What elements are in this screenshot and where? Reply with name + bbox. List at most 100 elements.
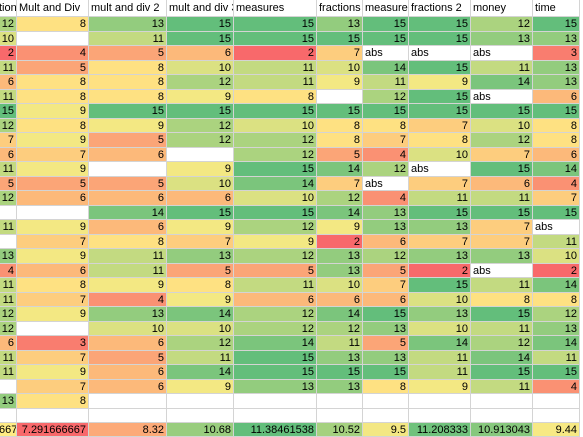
data-cell: 6 (0, 147, 17, 162)
data-cell: 9 (167, 89, 234, 104)
column-header: mult and div 3 (167, 0, 234, 17)
data-cell: 6 (89, 379, 167, 394)
data-cell: 6 (363, 292, 409, 307)
data-cell: 12 (0, 17, 17, 32)
data-cell: 14 (533, 162, 580, 177)
data-cell: 13 (533, 60, 580, 75)
data-cell: 7 (409, 118, 471, 133)
data-cell: 14 (471, 75, 533, 90)
data-cell: 15 (409, 31, 471, 46)
data-cell: 15 (363, 31, 409, 46)
data-cell: 12 (533, 307, 580, 322)
data-cell: 11 (409, 365, 471, 380)
data-cell: 15 (533, 205, 580, 220)
column-header: measures (234, 0, 317, 17)
data-cell (0, 205, 17, 220)
data-cell (409, 408, 471, 423)
data-cell: 13 (317, 379, 363, 394)
data-cell: 15 (167, 31, 234, 46)
data-cell: 14 (317, 162, 363, 177)
data-cell: 12 (234, 249, 317, 264)
data-cell: 11 (471, 278, 533, 293)
data-cell: 10 (89, 321, 167, 336)
column-header: mult and div 2 (89, 0, 167, 17)
data-cell: 9 (167, 220, 234, 235)
data-cell: abs (471, 89, 533, 104)
data-cell: 12 (234, 307, 317, 322)
data-cell: 2 (234, 46, 317, 61)
data-cell: 5 (234, 263, 317, 278)
data-cell: 6 (89, 220, 167, 235)
data-cell: 14 (471, 350, 533, 365)
data-cell: 13 (317, 17, 363, 32)
total-cell: 7.291666667 (17, 423, 89, 437)
total-cell: 9.44 (533, 423, 580, 437)
data-cell: 4 (17, 46, 89, 61)
data-cell: 7 (533, 191, 580, 206)
data-cell: 7 (471, 220, 533, 235)
data-cell (0, 379, 17, 394)
column-header: time (533, 0, 580, 17)
data-cell: 7 (17, 234, 89, 249)
data-cell: 6 (17, 263, 89, 278)
data-cell: 10 (167, 321, 234, 336)
data-cell: 13 (533, 321, 580, 336)
data-cell: 15 (409, 89, 471, 104)
data-cell: 2 (409, 263, 471, 278)
data-cell: 9 (17, 104, 89, 119)
data-cell: 7 (0, 133, 17, 148)
data-cell: 9 (17, 365, 89, 380)
data-cell: 13 (409, 220, 471, 235)
total-cell: 10.68 (167, 423, 234, 437)
data-cell (89, 394, 167, 409)
data-cell: 15 (471, 365, 533, 380)
data-cell: 11 (471, 60, 533, 75)
data-cell: 11 (0, 292, 17, 307)
data-cell: 15 (167, 205, 234, 220)
data-cell: 15 (471, 104, 533, 119)
data-cell: 6 (89, 147, 167, 162)
data-cell: 14 (533, 336, 580, 351)
data-cell: 8 (363, 118, 409, 133)
data-cell: 15 (533, 17, 580, 32)
data-cell: 13 (0, 249, 17, 264)
data-cell: 6 (89, 365, 167, 380)
data-cell: 6 (363, 234, 409, 249)
data-cell: 15 (471, 307, 533, 322)
data-cell: 13 (533, 31, 580, 46)
data-cell: 2 (317, 234, 363, 249)
data-cell: 14 (317, 307, 363, 322)
data-cell: 6 (89, 336, 167, 351)
total-cell: 10.52 (317, 423, 363, 437)
data-cell: 7 (317, 176, 363, 191)
total-cell: 11.208333 (409, 423, 471, 437)
data-cell: 15 (409, 104, 471, 119)
data-cell: 9 (234, 234, 317, 249)
data-cell: 13 (234, 379, 317, 394)
data-cell: 15 (533, 104, 580, 119)
data-cell: 7 (17, 350, 89, 365)
data-cell: 10 (533, 249, 580, 264)
data-cell: 8 (363, 379, 409, 394)
data-cell: 12 (471, 336, 533, 351)
data-cell: 10 (317, 60, 363, 75)
total-cell: 10.913043 (471, 423, 533, 437)
data-cell: 8 (17, 75, 89, 90)
data-cell: 11 (471, 321, 533, 336)
data-cell: 15 (471, 205, 533, 220)
data-cell (234, 394, 317, 409)
data-cell: 12 (234, 321, 317, 336)
data-cell: 15 (363, 17, 409, 32)
data-cell: 10 (234, 118, 317, 133)
data-cell: 13 (409, 249, 471, 264)
data-cell: 11 (89, 31, 167, 46)
data-cell: 4 (0, 263, 17, 278)
data-cell: 15 (317, 31, 363, 46)
data-cell: 14 (363, 60, 409, 75)
data-cell: 12 (0, 307, 17, 322)
data-cell: 5 (317, 147, 363, 162)
data-cell: 11 (0, 162, 17, 177)
data-cell (471, 394, 533, 409)
data-cell: 13 (167, 249, 234, 264)
data-cell: 13 (533, 75, 580, 90)
